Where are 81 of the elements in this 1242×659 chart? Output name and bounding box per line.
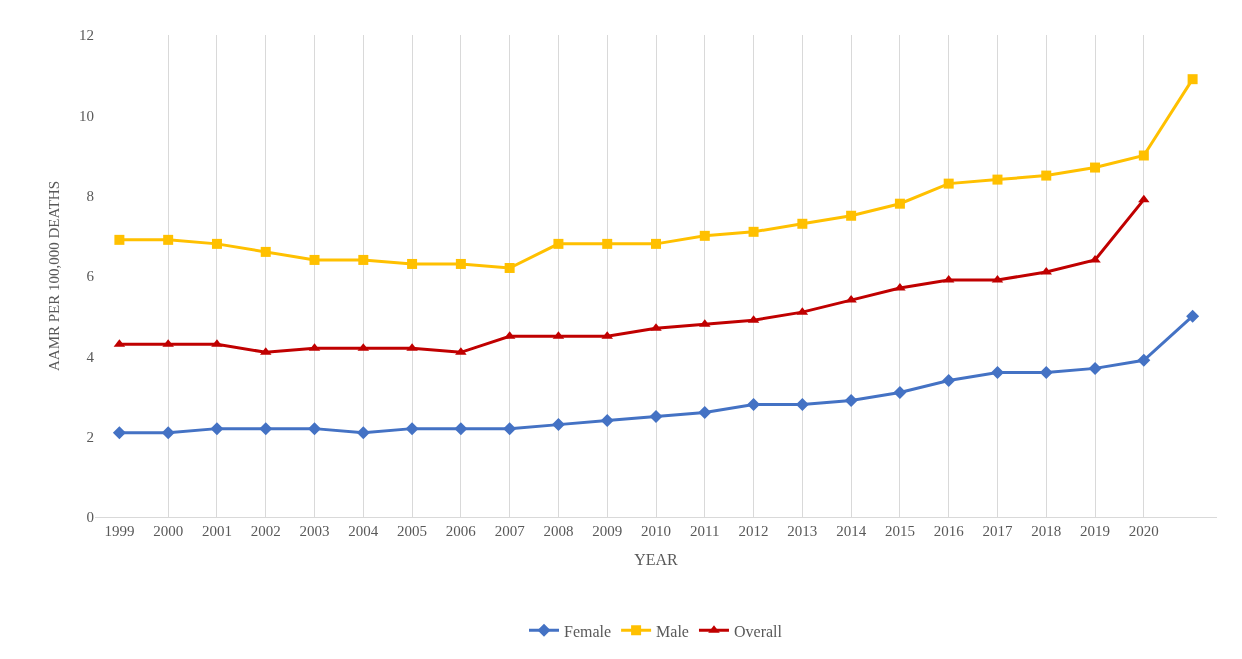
legend-label: Female xyxy=(564,622,612,640)
point xyxy=(846,210,857,221)
point xyxy=(649,410,663,424)
point xyxy=(992,174,1003,185)
point xyxy=(309,254,320,265)
point xyxy=(797,218,808,229)
point xyxy=(553,238,564,249)
x-tick-label: 2002 xyxy=(250,523,281,539)
point xyxy=(795,398,809,412)
point xyxy=(844,394,858,408)
x-tick-label: 2019 xyxy=(1080,523,1111,539)
y-tick-label: 12 xyxy=(79,27,94,44)
y-tick-label: 0 xyxy=(86,509,94,526)
point xyxy=(211,238,222,249)
x-tick-label: 2012 xyxy=(738,523,769,539)
x-axis-title: YEAR xyxy=(634,550,679,568)
point xyxy=(356,426,370,440)
point xyxy=(161,426,175,440)
x-tick-label: 2016 xyxy=(933,523,965,539)
point xyxy=(748,226,759,237)
y-tick-label: 2 xyxy=(86,428,94,445)
point xyxy=(454,422,468,436)
point xyxy=(943,178,954,189)
x-tick-label: 2000 xyxy=(153,523,184,539)
legend-label: Overall xyxy=(733,622,783,640)
x-tick-label: 2006 xyxy=(445,523,477,539)
x-tick-label: 2020 xyxy=(1128,523,1159,539)
point xyxy=(990,365,1004,379)
x-tick-label: 2003 xyxy=(299,523,330,539)
point xyxy=(942,373,956,387)
point xyxy=(894,198,905,209)
point xyxy=(504,262,515,273)
point xyxy=(1138,194,1150,203)
point xyxy=(1187,74,1198,85)
point xyxy=(1186,309,1200,323)
point xyxy=(163,234,174,245)
y-tick-label: 6 xyxy=(86,268,95,285)
point xyxy=(551,418,565,432)
x-tick-label: 1999 xyxy=(104,523,135,539)
point xyxy=(602,238,613,249)
x-tick-label: 2011 xyxy=(690,523,720,539)
point xyxy=(358,254,369,265)
x-tick-label: 2009 xyxy=(592,523,623,539)
y-tick-label: 4 xyxy=(86,348,95,365)
point xyxy=(405,422,419,436)
x-tick-label: 2008 xyxy=(543,523,574,539)
y-tick-label: 10 xyxy=(79,107,94,124)
legend-label: Male xyxy=(656,622,689,640)
point xyxy=(210,422,224,436)
point xyxy=(1090,162,1101,173)
point xyxy=(259,422,273,436)
point xyxy=(893,385,907,399)
point xyxy=(699,230,710,241)
point xyxy=(1041,170,1052,181)
x-tick-label: 2010 xyxy=(641,523,671,539)
point xyxy=(455,258,466,269)
point xyxy=(112,426,126,440)
point xyxy=(114,234,125,245)
point xyxy=(1137,353,1151,367)
y-axis-title: AAMR PER 100,000 DEATHS xyxy=(46,180,63,372)
point xyxy=(1088,361,1102,375)
x-tick-label: 2013 xyxy=(787,523,818,539)
x-tick-label: 2005 xyxy=(397,523,428,539)
x-tick-label: 2007 xyxy=(494,523,526,539)
point xyxy=(407,258,418,269)
point xyxy=(651,238,661,249)
point xyxy=(260,246,271,257)
y-tick-label: 8 xyxy=(86,187,94,204)
point xyxy=(698,406,712,420)
x-tick-label: 2015 xyxy=(884,523,915,539)
point xyxy=(600,414,614,428)
point xyxy=(1039,365,1053,379)
point xyxy=(503,422,517,436)
point xyxy=(308,422,322,436)
point xyxy=(1138,150,1149,161)
x-tick-label: 2017 xyxy=(982,523,1013,539)
x-tick-label: 2018 xyxy=(1031,523,1062,539)
point xyxy=(747,398,761,412)
x-tick-label: 2014 xyxy=(836,523,867,539)
x-tick-label: 2001 xyxy=(201,523,232,539)
x-tick-label: 2004 xyxy=(348,523,379,539)
